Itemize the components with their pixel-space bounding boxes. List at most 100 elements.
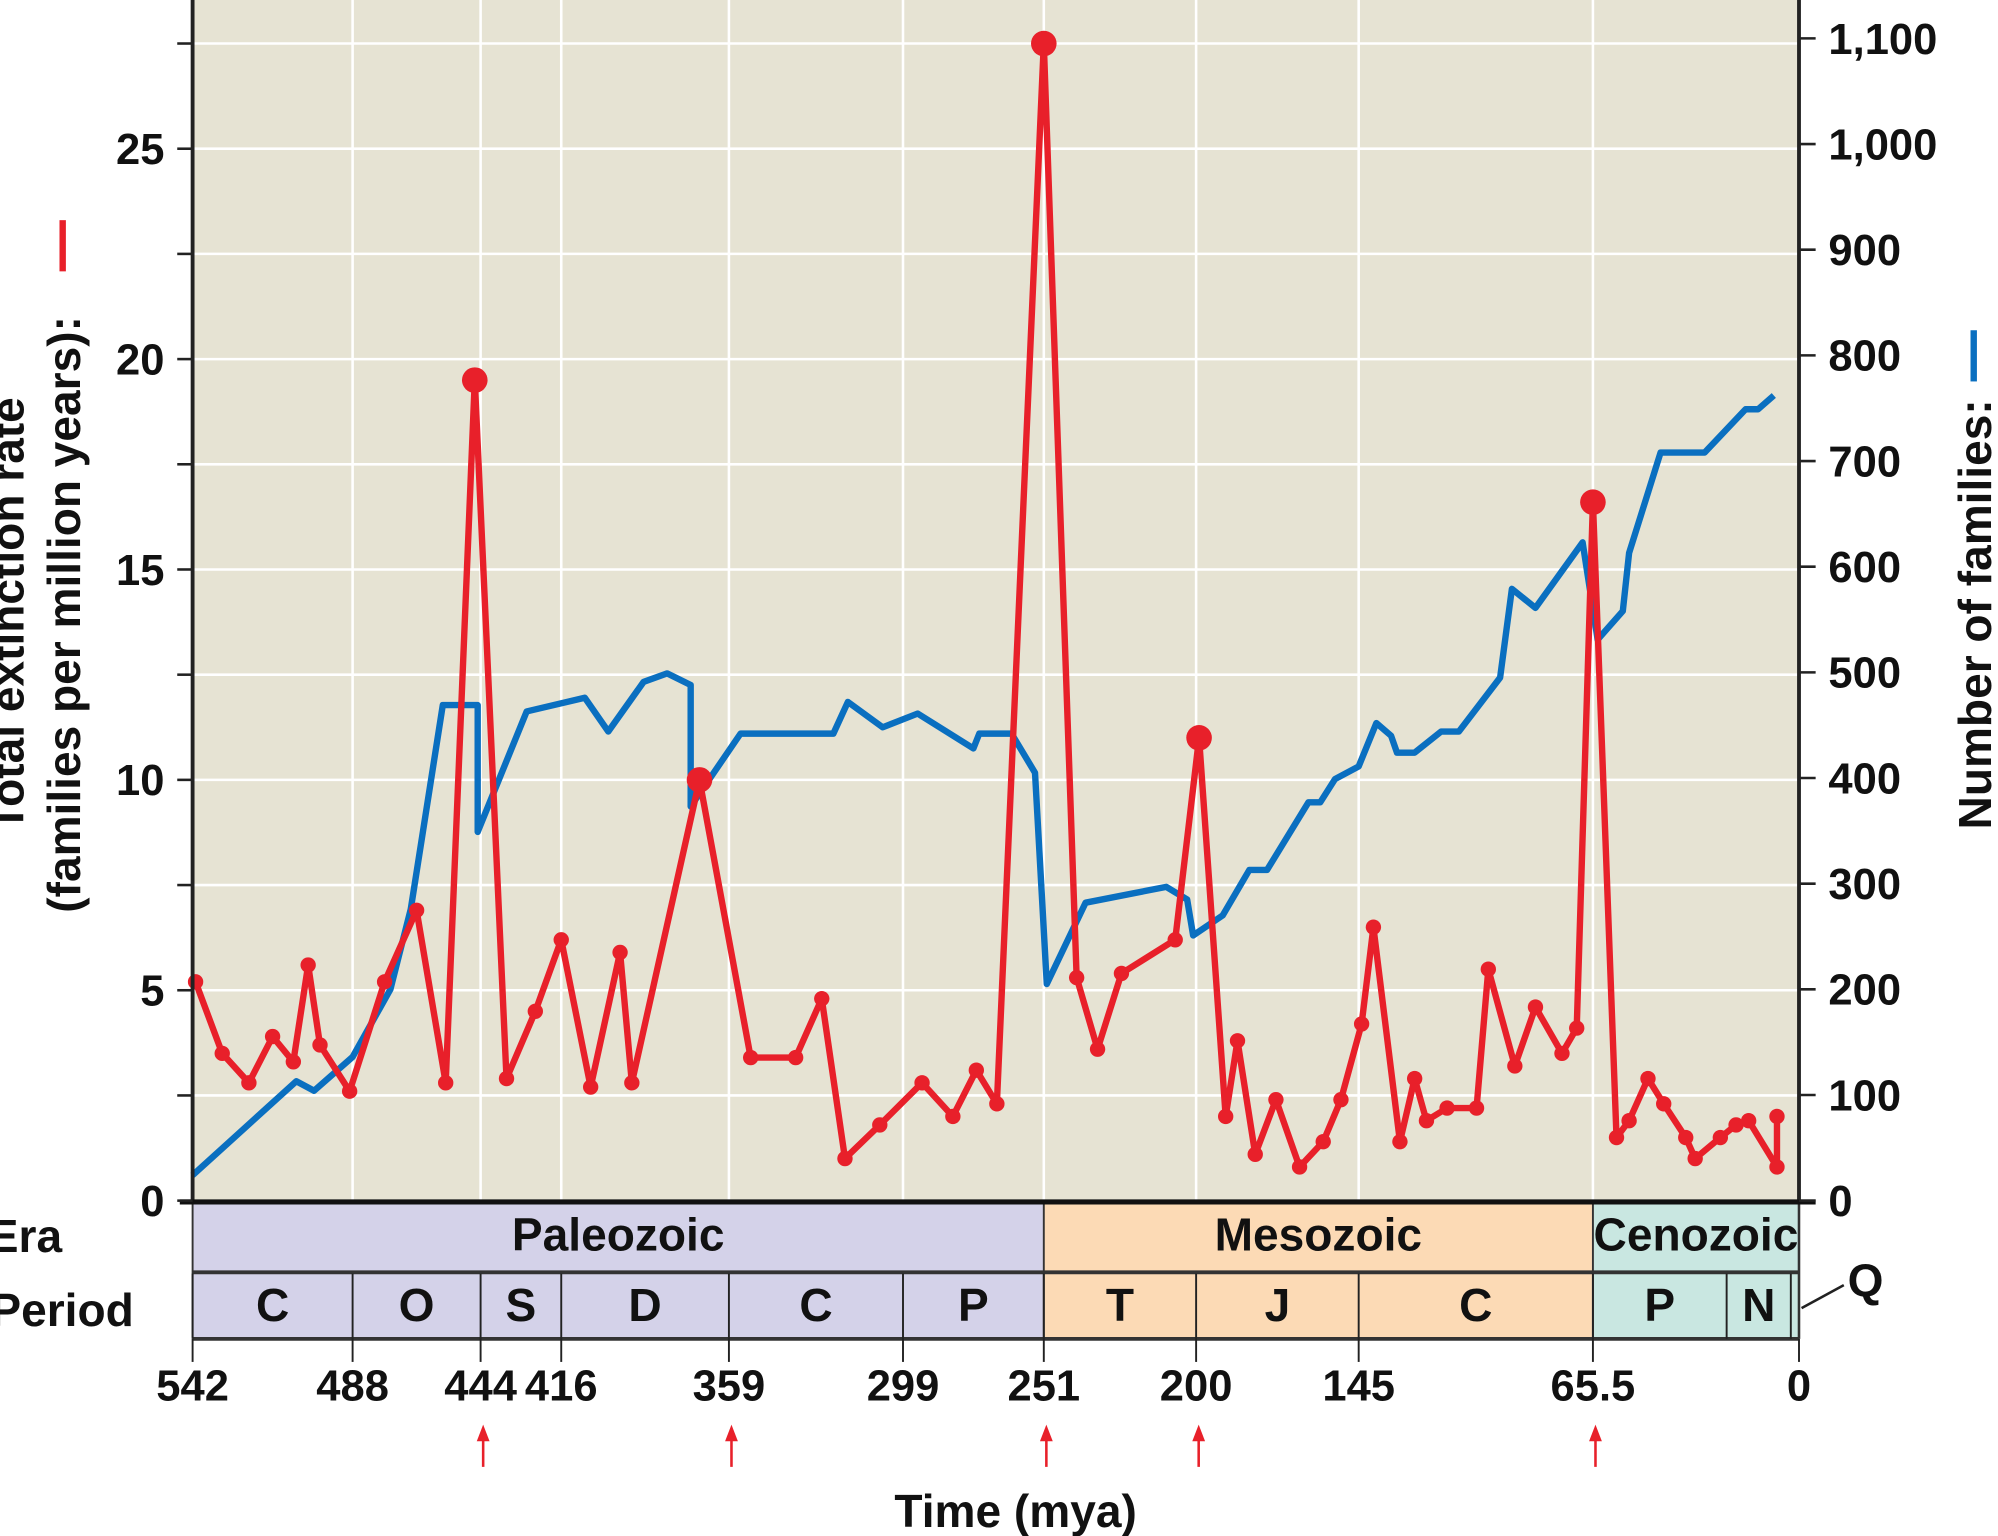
extinction-rate-point — [312, 1037, 328, 1053]
era-name: Mesozoic — [1215, 1209, 1422, 1261]
extinction-arrow-icon — [1192, 1424, 1206, 1442]
extinction-rate-point — [787, 1049, 804, 1066]
extinction-rate-point — [241, 1075, 257, 1091]
extinction-rate-point — [612, 944, 628, 961]
right-axis-tick-label: 500 — [1828, 650, 1901, 698]
period-label: Period — [0, 1284, 134, 1336]
mass-extinction-point — [1031, 30, 1057, 57]
extinction-rate-point — [1268, 1091, 1284, 1108]
period-name: C — [256, 1279, 289, 1331]
era-name: Paleozoic — [512, 1209, 725, 1261]
extinction-rate-point — [914, 1075, 930, 1091]
period-name: C — [799, 1279, 832, 1331]
period-name: T — [1106, 1279, 1134, 1331]
extinction-rate-point — [264, 1028, 281, 1045]
right-axis-tick-label: 100 — [1828, 1072, 1901, 1120]
left-axis-tick-label: 0 — [140, 1178, 164, 1226]
right-axis-tick-label: 600 — [1828, 544, 1901, 592]
extinction-rate-point — [1480, 961, 1497, 977]
extinction-rate-point — [1167, 932, 1183, 948]
extinction-rate-point — [1229, 1033, 1246, 1049]
right-axis-tick-label: 700 — [1828, 438, 1901, 486]
extinction-rate-point — [300, 957, 316, 973]
extinction-rate-point — [989, 1096, 1005, 1112]
left-axis-tick-label: 10 — [116, 757, 164, 805]
x-axis-tick-label: 488 — [316, 1362, 389, 1410]
x-axis-label: Time (mya) — [894, 1485, 1136, 1536]
x-axis-tick-label: 251 — [1007, 1362, 1080, 1410]
right-axis-tick-label: 900 — [1828, 227, 1901, 275]
period-name: P — [1644, 1279, 1675, 1331]
time-bands: Paleozoic Mesozoic Cenozoic C O S D C P T J C P N Q — [191, 1204, 1884, 1341]
extinction-rate-point — [1507, 1058, 1523, 1074]
era-label: Era — [0, 1210, 62, 1262]
x-axis-tick-label: 542 — [156, 1362, 229, 1410]
extinction-rate-point — [1712, 1129, 1729, 1146]
extinction-rate-point — [1113, 965, 1130, 982]
x-axis-tick-label: 65.5 — [1551, 1362, 1636, 1410]
extinction-rate-point — [1315, 1134, 1331, 1150]
extinction-rate-point — [1740, 1113, 1757, 1129]
extinction-rate-point — [1468, 1100, 1485, 1116]
period-name: C — [1459, 1279, 1492, 1331]
extinction-rate-point — [498, 1070, 515, 1087]
right-axis-tick-label: 1,000 — [1828, 121, 1937, 169]
extinction-rate-point — [408, 902, 425, 918]
period-name: Q — [1848, 1255, 1884, 1307]
extinction-rate-point — [553, 932, 569, 948]
axes: 0 5 10 15 20 25 0 100 200 300 400 500 600 700 800 900 1,… — [116, 0, 1937, 1467]
left-axis-tick-label: 25 — [116, 126, 164, 174]
extinction-rate-point — [1333, 1091, 1349, 1108]
left-axis-tick-label: 20 — [116, 336, 164, 384]
x-axis-tick-label: 416 — [525, 1362, 598, 1410]
extinction-rate-point — [837, 1150, 853, 1167]
x-axis-tick-label: 444 — [444, 1362, 517, 1410]
extinction-rate-point — [1365, 919, 1382, 935]
mass-extinction-point — [686, 767, 713, 793]
era-name: Cenozoic — [1594, 1209, 1799, 1261]
extinction-rate-point — [1527, 999, 1544, 1015]
extinction-rate-point — [1656, 1096, 1672, 1112]
period-name: P — [958, 1279, 989, 1331]
extinction-rate-point — [376, 974, 393, 990]
extinction-rate-point — [341, 1083, 358, 1099]
extinction-rate-point — [1418, 1113, 1435, 1129]
extinction-rate-point — [1728, 1117, 1744, 1133]
extinction-rate-point — [1392, 1134, 1408, 1150]
extinction-rate-point — [1640, 1070, 1656, 1087]
right-axis-label: Number of families: — [1949, 399, 1998, 829]
x-axis-tick-label: 0 — [1787, 1362, 1811, 1410]
right-axis-tick-label: 1,100 — [1828, 16, 1937, 64]
extinction-rate-point — [1621, 1113, 1637, 1129]
q-leader-line — [1800, 1283, 1845, 1310]
right-axis-tick-label: 300 — [1828, 861, 1901, 909]
extinction-arrow-icon — [476, 1424, 490, 1442]
extinction-rate-point — [1068, 969, 1085, 986]
extinction-rate-point — [1089, 1041, 1106, 1057]
extinction-rate-point — [1291, 1159, 1308, 1175]
left-axis-tick-label: 15 — [116, 547, 164, 595]
plot-background — [192, 0, 1800, 1201]
extinction-rate-point — [1217, 1108, 1234, 1125]
extinction-arrow-icon — [1589, 1424, 1602, 1442]
extinction-rate-point — [582, 1079, 599, 1095]
extinction-rate-point — [1769, 1159, 1785, 1175]
extinction-rate-point — [1608, 1129, 1625, 1146]
right-axis-tick-label: 200 — [1828, 967, 1901, 1015]
extinction-arrow-icon — [1039, 1424, 1053, 1442]
left-axis-color-key — [59, 220, 66, 272]
mass-extinction-point — [1186, 724, 1212, 751]
number-of-families-line — [190, 393, 1776, 1178]
extinction-arrow-icon — [725, 1424, 738, 1442]
left-axis-tick-label: 5 — [140, 968, 164, 1016]
right-axis-tick-label: 0 — [1828, 1178, 1852, 1226]
right-axis-color-key — [1970, 330, 1977, 382]
left-axis-label-line1: Total extinction rate — [0, 397, 34, 831]
extinction-rate-point — [968, 1062, 985, 1078]
extinction-rate-point — [1554, 1045, 1570, 1062]
extinction-rate-point — [527, 1003, 543, 1019]
extinction-rate-point — [187, 974, 204, 990]
right-axis-tick-label: 800 — [1828, 333, 1901, 381]
mass-extinction-point — [1580, 489, 1606, 515]
